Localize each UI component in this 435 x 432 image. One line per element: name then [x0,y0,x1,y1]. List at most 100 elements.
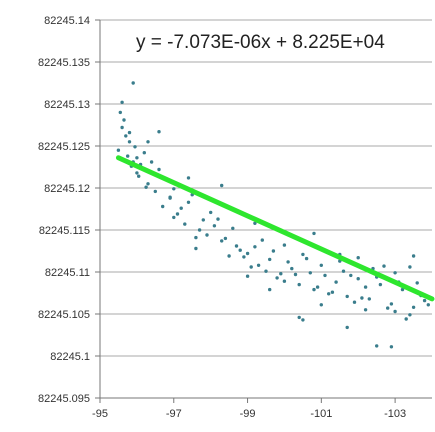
data-point [393,271,397,275]
data-point [315,285,320,289]
data-point [122,118,126,122]
y-tick-label: 82245.095 [38,393,90,405]
data-point [408,313,412,317]
data-point [286,260,290,264]
x-tick-label: -103 [384,408,406,420]
data-point [349,273,353,278]
data-point [238,248,242,252]
data-point [253,245,257,249]
data-point [157,130,161,134]
data-point [304,256,309,261]
data-point [205,233,209,237]
y-tick-label: 82245.1 [50,351,90,363]
data-point [124,134,128,138]
data-point [345,325,349,330]
data-point [135,171,139,175]
data-point [271,249,276,253]
data-point [256,263,261,267]
x-tick-labels: -95 -97 -99 -101 -103 [92,398,406,420]
data-point [186,200,191,204]
data-point [327,292,331,296]
data-point [172,215,176,220]
x-tick-label: -97 [166,408,182,420]
data-point [275,276,279,280]
trendline-equation: y = -7.073E-06x + 8.225E+04 [136,32,385,53]
data-point [378,282,383,287]
x-tick-label: -101 [310,408,332,420]
data-point [194,235,198,240]
data-point [216,217,220,221]
data-point [144,185,148,189]
data-point [172,187,176,191]
data-point [363,285,368,289]
data-point [161,204,165,209]
x-tick-label: -99 [240,408,256,420]
data-points [116,81,430,349]
axes [99,20,432,399]
y-tick-label: 82245.135 [38,57,90,69]
data-point [220,183,224,188]
data-point [422,298,427,303]
data-point [356,256,360,260]
data-point [120,100,124,105]
data-point [319,303,323,307]
data-point [249,265,253,269]
data-point [245,274,250,278]
data-point [356,277,360,281]
data-point [183,222,187,226]
data-point [120,125,124,130]
data-point [345,294,349,299]
data-point [319,263,323,267]
data-point [352,300,357,304]
data-point [279,272,283,276]
data-point [308,271,312,275]
data-point [212,224,217,228]
y-tick-label: 82245.125 [38,141,90,153]
data-point [253,221,257,225]
data-point [268,257,272,262]
data-point [157,167,161,172]
data-point [386,306,390,310]
data-point [149,160,154,164]
data-point [194,246,198,251]
data-point [126,154,130,158]
data-point [268,287,272,292]
data-point [127,140,132,144]
data-point [227,254,231,258]
data-point [360,296,364,300]
data-point [301,252,305,257]
data-point [400,287,405,292]
data-point [179,206,183,210]
data-point [411,305,416,309]
data-point [223,236,228,241]
y-tick-label: 82245.13 [44,99,90,111]
data-point [411,254,416,258]
data-point [131,81,135,85]
data-point [415,281,419,285]
data-point [209,210,213,215]
data-point [282,279,287,283]
data-point [146,182,150,186]
data-point [312,231,316,236]
data-point [142,151,146,155]
data-point [404,317,408,321]
data-point [389,302,394,306]
data-point [186,176,191,180]
data-point [201,218,205,222]
data-point [220,239,224,243]
trendline [115,155,435,302]
data-point [175,212,180,216]
data-point [341,269,346,273]
data-point [323,273,327,278]
data-point [375,344,379,348]
y-tick-labels: 82245.14 82245.135 82245.13 82245.125 82245.… [38,15,90,405]
data-point [367,297,371,301]
data-point [168,195,172,199]
x-tick-label: -95 [92,408,108,420]
y-tick-label: 82245.14 [44,15,90,27]
grid-lines [95,19,432,399]
data-point [245,251,250,256]
data-point [293,272,298,277]
data-point [312,287,316,292]
